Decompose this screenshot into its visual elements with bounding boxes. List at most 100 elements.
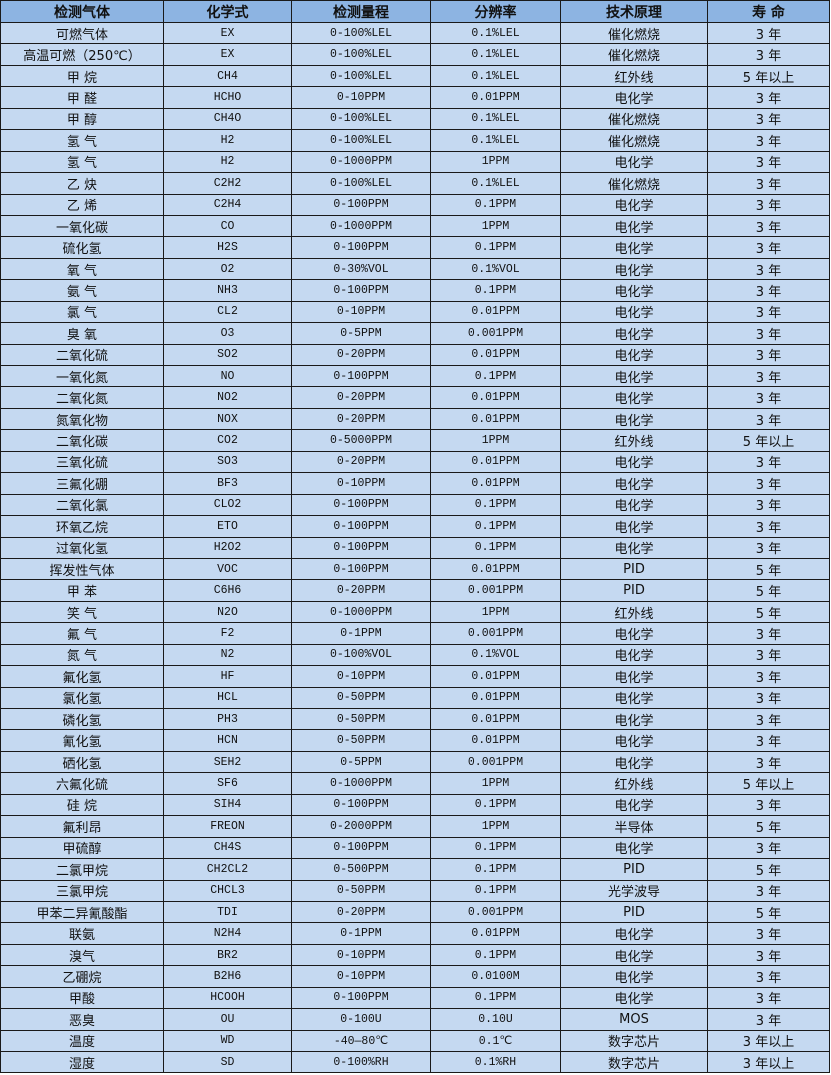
range-cell: 0-50PPM bbox=[291, 879, 431, 902]
range-cell: 0-10PPM bbox=[291, 300, 431, 324]
resolution-cell: 0.1PPM bbox=[430, 858, 561, 881]
table-row: 氯 气 CL2 0-10PPM 0.01PPM 电化学 3 年 bbox=[0, 300, 830, 324]
gas-name-cell: 氯化氢 bbox=[0, 686, 164, 710]
resolution-cell: 0.1PPM bbox=[430, 986, 561, 1010]
gas-name-cell: 环氧乙烷 bbox=[0, 515, 164, 538]
formula-cell: OU bbox=[163, 1008, 292, 1031]
gas-name-cell: 氧 气 bbox=[0, 257, 164, 281]
range-cell: 0-100%LEL bbox=[291, 21, 431, 45]
gas-name-cell: 氮 气 bbox=[0, 643, 164, 667]
resolution-cell: 0.001PPM bbox=[430, 750, 561, 774]
range-cell: 0-100%VOL bbox=[291, 643, 431, 667]
principle-cell: 电化学 bbox=[560, 643, 708, 667]
range-cell: 0-500PPM bbox=[291, 858, 431, 881]
formula-cell: CH4O bbox=[163, 107, 292, 131]
resolution-cell: 0.01PPM bbox=[430, 386, 561, 409]
formula-cell: HCOOH bbox=[163, 986, 292, 1010]
principle-cell: 电化学 bbox=[560, 236, 708, 259]
range-cell: 0-20PPM bbox=[291, 386, 431, 409]
resolution-cell: 0.01PPM bbox=[430, 450, 561, 474]
resolution-cell: 0.1PPM bbox=[430, 943, 561, 967]
formula-cell: H2 bbox=[163, 150, 292, 174]
resolution-cell: 0.001PPM bbox=[430, 579, 561, 602]
gas-name-cell: 氢 气 bbox=[0, 150, 164, 174]
gas-name-cell: 一氧化碳 bbox=[0, 214, 164, 238]
principle-cell: 催化燃烧 bbox=[560, 107, 708, 131]
table-row: 氟利昂 FREON 0-2000PPM 1PPM 半导体 5 年 bbox=[0, 815, 830, 838]
table-row: 甲酸 HCOOH 0-100PPM 0.1PPM 电化学 3 年 bbox=[0, 986, 830, 1010]
range-cell: 0-100PPM bbox=[291, 493, 431, 517]
header-lifespan: 寿 命 bbox=[707, 0, 830, 23]
gas-name-cell: 乙 烯 bbox=[0, 193, 164, 216]
table-row: 过氧化氢 H2O2 0-100PPM 0.1PPM 电化学 3 年 bbox=[0, 536, 830, 559]
lifespan-cell: 5 年以上 bbox=[707, 429, 830, 452]
table-row: 六氟化硫 SF6 0-1000PPM 1PPM 红外线 5 年以上 bbox=[0, 772, 830, 795]
lifespan-cell: 3 年 bbox=[707, 515, 830, 538]
lifespan-cell: 5 年 bbox=[707, 858, 830, 881]
lifespan-cell: 3 年 bbox=[707, 836, 830, 860]
range-cell: 0-30%VOL bbox=[291, 257, 431, 281]
lifespan-cell: 3 年 bbox=[707, 279, 830, 302]
table-row: 氢 气 H2 0-100%LEL 0.1%LEL 催化燃烧 3 年 bbox=[0, 129, 830, 152]
lifespan-cell: 3 年 bbox=[707, 965, 830, 988]
table-row: 氟 气 F2 0-1PPM 0.001PPM 电化学 3 年 bbox=[0, 622, 830, 645]
principle-cell: 电化学 bbox=[560, 686, 708, 710]
range-cell: 0-20PPM bbox=[291, 450, 431, 474]
table-row: 联氨 N2H4 0-1PPM 0.01PPM 电化学 3 年 bbox=[0, 922, 830, 945]
lifespan-cell: 5 年 bbox=[707, 600, 830, 624]
formula-cell: EX bbox=[163, 21, 292, 45]
principle-cell: 电化学 bbox=[560, 793, 708, 817]
range-cell: 0-1PPM bbox=[291, 922, 431, 945]
resolution-cell: 0.1%LEL bbox=[430, 43, 561, 66]
gas-name-cell: 甲 苯 bbox=[0, 579, 164, 602]
table-row: 氰化氢 HCN 0-50PPM 0.01PPM 电化学 3 年 bbox=[0, 729, 830, 752]
formula-cell: N2 bbox=[163, 643, 292, 667]
lifespan-cell: 3 年 bbox=[707, 793, 830, 817]
formula-cell: BF3 bbox=[163, 472, 292, 495]
formula-cell: N2O bbox=[163, 600, 292, 624]
gas-name-cell: 六氟化硫 bbox=[0, 772, 164, 795]
header-principle: 技术原理 bbox=[560, 0, 708, 23]
formula-cell: SO3 bbox=[163, 450, 292, 474]
lifespan-cell: 5 年 bbox=[707, 900, 830, 924]
gas-name-cell: 湿度 bbox=[0, 1050, 164, 1074]
range-cell: 0-100%LEL bbox=[291, 107, 431, 131]
formula-cell: WD bbox=[163, 1029, 292, 1053]
principle-cell: 电化学 bbox=[560, 965, 708, 988]
gas-name-cell: 二氧化氯 bbox=[0, 493, 164, 517]
principle-cell: 电化学 bbox=[560, 943, 708, 967]
formula-cell: HCL bbox=[163, 686, 292, 710]
lifespan-cell: 3 年 bbox=[707, 879, 830, 902]
gas-name-cell: 联氨 bbox=[0, 922, 164, 945]
resolution-cell: 0.01PPM bbox=[430, 557, 561, 581]
resolution-cell: 0.1PPM bbox=[430, 793, 561, 817]
resolution-cell: 1PPM bbox=[430, 150, 561, 174]
lifespan-cell: 3 年 bbox=[707, 943, 830, 967]
lifespan-cell: 3 年 bbox=[707, 343, 830, 367]
principle-cell: 电化学 bbox=[560, 707, 708, 731]
resolution-cell: 0.1PPM bbox=[430, 836, 561, 860]
principle-cell: 电化学 bbox=[560, 257, 708, 281]
resolution-cell: 0.01PPM bbox=[430, 922, 561, 945]
principle-cell: 电化学 bbox=[560, 279, 708, 302]
lifespan-cell: 3 年 bbox=[707, 622, 830, 645]
range-cell: 0-1000PPM bbox=[291, 772, 431, 795]
formula-cell: H2O2 bbox=[163, 536, 292, 559]
gas-name-cell: 甲苯二异氰酸酯 bbox=[0, 900, 164, 924]
formula-cell: PH3 bbox=[163, 707, 292, 731]
table-row: 一氧化碳 CO 0-1000PPM 1PPM 电化学 3 年 bbox=[0, 214, 830, 238]
principle-cell: PID bbox=[560, 557, 708, 581]
principle-cell: 电化学 bbox=[560, 193, 708, 216]
formula-cell: CL2 bbox=[163, 300, 292, 324]
lifespan-cell: 3 年 bbox=[707, 493, 830, 517]
formula-cell: CO bbox=[163, 214, 292, 238]
principle-cell: 催化燃烧 bbox=[560, 43, 708, 66]
table-body: 可燃气体 EX 0-100%LEL 0.1%LEL 催化燃烧 3 年高温可燃（250℃） E… bbox=[0, 21, 830, 1074]
principle-cell: 电化学 bbox=[560, 493, 708, 517]
lifespan-cell: 3 年 bbox=[707, 86, 830, 109]
table-row: 二氧化硫 SO2 0-20PPM 0.01PPM 电化学 3 年 bbox=[0, 343, 830, 367]
principle-cell: 电化学 bbox=[560, 922, 708, 945]
table-row: 氟化氢 HF 0-10PPM 0.01PPM 电化学 3 年 bbox=[0, 665, 830, 688]
range-cell: 0-1000PPM bbox=[291, 150, 431, 174]
formula-cell: O2 bbox=[163, 257, 292, 281]
